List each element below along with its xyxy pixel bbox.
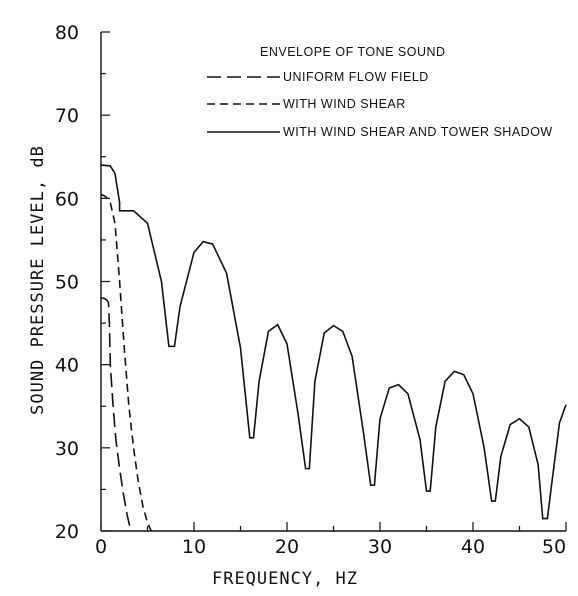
y-tick-label: 80 — [55, 22, 79, 44]
y-ticks: 20 30 40 50 60 70 80 — [55, 22, 110, 543]
legend: ENVELOPE OF TONE SOUND UNIFORM FLOW FIEL… — [207, 45, 553, 139]
series-wind-shear — [101, 194, 151, 531]
x-tick-label: 50 — [542, 536, 566, 558]
y-tick-label: 30 — [55, 438, 79, 460]
y-tick-label: 50 — [55, 272, 79, 294]
y-tick-label: 60 — [55, 188, 79, 210]
x-tick-label: 20 — [275, 536, 299, 558]
series-uniform-flow — [101, 298, 131, 531]
x-tick-label: 30 — [368, 536, 392, 558]
y-axis-label: SOUND PRESSURE LEVEL, dB — [28, 145, 48, 415]
x-axis-label: FREQUENCY, HZ — [212, 569, 358, 589]
y-tick-label: 40 — [55, 355, 79, 377]
x-tick-label: 40 — [461, 536, 485, 558]
legend-label-wind-shear-tower-shadow: WITH WIND SHEAR AND TOWER SHADOW — [283, 125, 553, 139]
legend-label-wind-shear: WITH WIND SHEAR — [283, 97, 406, 111]
series-wind-shear-tower-shadow — [101, 165, 566, 518]
y-tick-label: 20 — [55, 521, 79, 543]
y-tick-label: 70 — [55, 105, 79, 127]
x-tick-label: 0 — [95, 536, 107, 558]
x-ticks: 0 10 20 30 40 50 — [95, 522, 566, 558]
x-tick-label: 10 — [182, 536, 206, 558]
series-group — [101, 165, 566, 531]
legend-label-uniform-flow: UNIFORM FLOW FIELD — [283, 70, 429, 84]
legend-title: ENVELOPE OF TONE SOUND — [260, 45, 446, 59]
